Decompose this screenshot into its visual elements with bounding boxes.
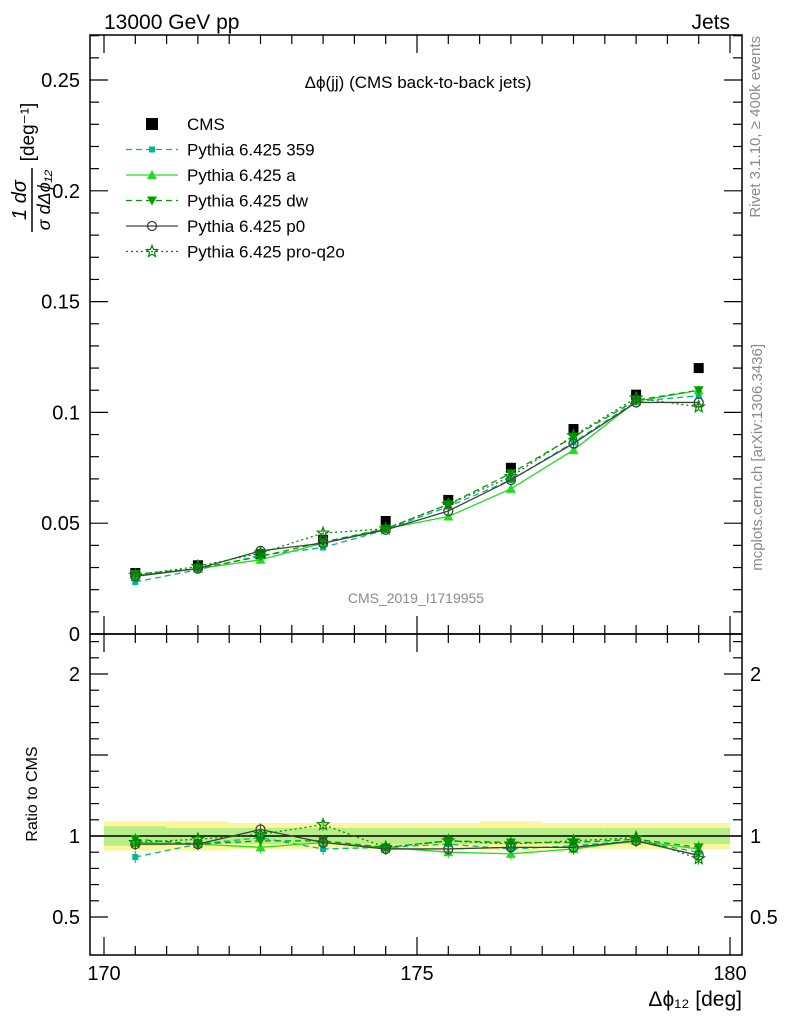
- ratio-y-axis-label: Ratio to CMS: [24, 746, 41, 841]
- main-y-axis-label: 1 dσ σ dΔϕ₁₂ [deg⁻¹]: [9, 103, 54, 232]
- main-point-cms: [693, 363, 704, 374]
- ratio-y-tick-label: 0.5: [52, 907, 80, 929]
- rivet-label: Rivet 3.1.10, ≥ 400k events: [747, 36, 764, 218]
- legend-label: Pythia 6.425 a: [187, 166, 296, 185]
- ratio-point-pythia-6-425-pro-q2o: [441, 833, 456, 848]
- ratio-y-tick-label: 2: [69, 664, 80, 686]
- x-tick-label: 180: [713, 963, 746, 985]
- y-axis-label-numerator: 1 dσ: [9, 179, 31, 220]
- main-point-pythia-6-425-p0: [130, 571, 141, 582]
- main-point-pythia-6-425-dw: [693, 386, 704, 396]
- main-point-pythia-6-425-a: [505, 483, 516, 493]
- main-point-pythia-6-425-pro-q2o: [190, 558, 206, 573]
- ratio-y-tick-label-right: 1: [750, 826, 761, 848]
- ratio-point-pythia-6-425-dw: [693, 843, 704, 853]
- main-y-tick-label: 0.25: [41, 70, 80, 92]
- ratio-line-pythia-6-425-pro-q2o: [135, 823, 699, 860]
- analysis-watermark: CMS_2019_I1719955: [348, 590, 484, 606]
- legend: CMS Pythia 6.425 359 Pythia 6.425 a Pythia …: [126, 115, 345, 262]
- legend-label: Pythia 6.425 359: [187, 141, 315, 160]
- ratio-plot-panel: 170 175 180 0.5 0.5 1 1 2 2: [52, 633, 778, 985]
- main-line-pythia-6-425-p0: [135, 401, 699, 578]
- main-point-pythia-6-425-359: [695, 392, 702, 399]
- ratio-point-pythia-6-425-pro-q2o: [253, 826, 268, 841]
- legend-marker-pythia-6-425-pro-q2o: [144, 243, 160, 258]
- legend-label: Pythia 6.425 p0: [187, 217, 305, 236]
- main-point-pythia-6-425-pro-q2o: [441, 496, 456, 511]
- ratio-point-pythia-6-425-pro-q2o: [315, 817, 331, 831]
- main-point-cms: [505, 462, 516, 473]
- ratio-line-pythia-6-425-p0: [135, 828, 699, 857]
- main-point-pythia-6-425-pro-q2o: [315, 525, 331, 540]
- legend-label: Pythia 6.425 pro-q2o: [187, 243, 345, 262]
- main-line-pythia-6-425-pro-q2o: [135, 397, 699, 576]
- main-point-pythia-6-425-pro-q2o: [691, 399, 706, 414]
- ratio-point-pythia-6-425-359: [132, 854, 139, 861]
- y-axis-label-denominator: σ dΔϕ₁₂: [34, 170, 54, 231]
- legend-marker-pythia-6-425-dw: [147, 196, 157, 206]
- legend-marker-pythia-6-425-p0: [146, 220, 158, 232]
- ratio-frame: [89, 633, 743, 956]
- main-point-pythia-6-425-pro-q2o: [628, 390, 644, 405]
- main-point-pythia-6-425-pro-q2o: [378, 521, 393, 535]
- header-right: Jets: [691, 11, 730, 34]
- main-point-pythia-6-425-p0: [380, 524, 391, 535]
- main-y-tick-label: 0.05: [41, 513, 80, 535]
- main-point-pythia-6-425-pro-q2o: [128, 567, 143, 582]
- ratio-point-pythia-6-425-p0: [317, 837, 329, 848]
- main-point-cms: [631, 389, 642, 400]
- main-line-pythia-6-425-a: [135, 389, 699, 576]
- x-tick-label: 175: [400, 963, 433, 985]
- main-plot-panel: 0 0.05 0.1 0.15 0.2 0.25: [41, 34, 743, 646]
- x-axis-label: Δϕ₁₂ [deg]: [648, 988, 742, 1011]
- ratio-point-pythia-6-425-pro-q2o: [503, 836, 519, 851]
- legend-marker-cms: [146, 118, 158, 130]
- main-y-tick-label: 0.1: [52, 402, 80, 424]
- ratio-point-pythia-6-425-359: [320, 845, 327, 852]
- legend-marker-pythia-6-425-359: [149, 146, 155, 153]
- ratio-line-pythia-6-425-359: [135, 836, 699, 858]
- main-point-pythia-6-425-pro-q2o: [503, 469, 519, 483]
- legend-label: Pythia 6.425 dw: [187, 192, 309, 211]
- main-point-pythia-6-425-pro-q2o: [253, 545, 268, 560]
- ratio-line-pythia-6-425-a: [135, 840, 699, 855]
- main-line-pythia-6-425-359: [135, 395, 699, 583]
- legend-marker-pythia-6-425-a: [147, 170, 157, 179]
- x-tick-label: 170: [87, 963, 120, 985]
- main-y-tick-label: 0.15: [41, 292, 80, 314]
- mcplots-label: mcplots.cern.ch [arXiv:1306.3436]: [749, 344, 766, 571]
- main-point-pythia-6-425-p0: [317, 537, 329, 549]
- ratio-y-tick-label-right: 2: [750, 664, 761, 686]
- main-y-tick-label: 0: [69, 624, 80, 646]
- ratio-y-tick-label: 1: [69, 826, 80, 848]
- y-axis-unit: [deg⁻¹]: [18, 103, 39, 162]
- ratio-point-pythia-6-425-pro-q2o: [190, 831, 206, 846]
- main-y-tick-label: 0.2: [52, 181, 80, 203]
- main-title: Δϕ(jj) (CMS back-to-back jets): [305, 73, 532, 92]
- main-point-pythia-6-425-a: [568, 445, 579, 455]
- main-point-cms: [380, 515, 391, 526]
- ratio-point-pythia-6-425-pro-q2o: [128, 834, 143, 849]
- ratio-y-tick-label-right: 0.5: [750, 907, 778, 929]
- legend-label: CMS: [187, 115, 225, 134]
- main-point-pythia-6-425-pro-q2o: [566, 428, 581, 442]
- header-left: 13000 GeV pp: [104, 11, 239, 34]
- main-point-pythia-6-425-359: [132, 578, 139, 585]
- main-line-pythia-6-425-dw: [135, 389, 699, 575]
- ratio-point-pythia-6-425-pro-q2o: [691, 851, 706, 865]
- ratio-point-pythia-6-425-pro-q2o: [628, 829, 644, 844]
- ratio-point-pythia-6-425-pro-q2o: [378, 839, 393, 854]
- ratio-point-pythia-6-425-pro-q2o: [566, 833, 581, 848]
